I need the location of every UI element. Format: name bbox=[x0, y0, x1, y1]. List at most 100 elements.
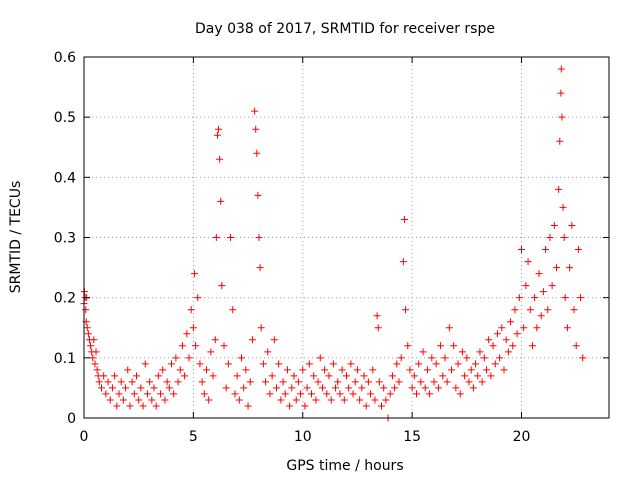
data-point bbox=[83, 324, 91, 332]
data-point bbox=[430, 378, 438, 386]
data-point bbox=[203, 366, 210, 374]
data-point bbox=[400, 215, 408, 223]
data-point bbox=[157, 390, 165, 398]
data-point bbox=[548, 282, 556, 290]
x-tick-label: 15 bbox=[403, 429, 421, 445]
data-point bbox=[113, 402, 121, 410]
data-point bbox=[117, 378, 125, 386]
data-point bbox=[340, 396, 348, 404]
data-point bbox=[87, 342, 95, 350]
data-point bbox=[417, 378, 425, 386]
data-point bbox=[338, 366, 346, 374]
data-point bbox=[148, 396, 156, 404]
data-point bbox=[367, 390, 375, 398]
data-point bbox=[496, 354, 504, 362]
data-point bbox=[176, 366, 184, 374]
data-point bbox=[364, 378, 372, 386]
data-point bbox=[283, 366, 291, 374]
data-point bbox=[108, 384, 116, 392]
data-point bbox=[181, 372, 189, 380]
data-point bbox=[124, 366, 132, 374]
data-point bbox=[152, 402, 160, 410]
data-point bbox=[577, 294, 585, 302]
data-point bbox=[437, 342, 445, 350]
data-point bbox=[281, 390, 289, 398]
x-tick-label: 10 bbox=[294, 429, 312, 445]
data-point bbox=[135, 396, 143, 404]
data-point bbox=[539, 288, 547, 296]
plot-frame bbox=[83, 56, 610, 419]
y-tick-label: 0.3 bbox=[54, 231, 76, 247]
data-point bbox=[266, 390, 274, 398]
data-point bbox=[294, 378, 302, 386]
data-point bbox=[251, 107, 259, 115]
x-axis-label: GPS time / hours bbox=[286, 458, 403, 474]
data-point bbox=[526, 306, 534, 314]
data-point bbox=[238, 354, 245, 362]
data-point bbox=[329, 360, 337, 368]
data-point bbox=[334, 378, 342, 386]
data-point bbox=[130, 390, 138, 398]
data-point bbox=[395, 378, 403, 386]
data-point bbox=[143, 390, 151, 398]
data-point bbox=[345, 384, 353, 392]
data-point bbox=[491, 360, 499, 368]
data-point bbox=[439, 372, 447, 380]
data-point bbox=[509, 342, 517, 350]
data-point bbox=[220, 342, 228, 350]
data-point bbox=[559, 203, 567, 211]
data-point bbox=[445, 324, 453, 332]
data-point bbox=[500, 366, 508, 374]
data-point bbox=[415, 360, 423, 368]
data-point bbox=[190, 270, 198, 278]
data-point bbox=[98, 384, 105, 392]
data-point bbox=[426, 390, 434, 398]
data-point bbox=[568, 221, 576, 229]
data-point bbox=[563, 324, 571, 332]
data-point bbox=[82, 306, 90, 314]
data-point bbox=[229, 306, 237, 314]
data-point bbox=[93, 366, 101, 374]
data-point bbox=[360, 372, 368, 380]
data-point bbox=[441, 354, 449, 362]
data-point bbox=[463, 354, 471, 362]
data-point bbox=[133, 372, 140, 380]
data-point bbox=[244, 402, 252, 410]
data-point bbox=[456, 390, 464, 398]
data-point bbox=[100, 372, 108, 380]
data-point bbox=[557, 89, 565, 97]
data-point bbox=[215, 125, 223, 133]
data-point bbox=[218, 282, 226, 290]
data-point bbox=[216, 155, 224, 163]
data-point bbox=[178, 342, 186, 350]
data-point bbox=[314, 378, 322, 386]
data-point bbox=[288, 384, 296, 392]
data-point bbox=[391, 384, 399, 392]
data-point bbox=[92, 348, 100, 356]
data-point bbox=[122, 384, 130, 392]
data-point bbox=[89, 354, 97, 362]
data-point bbox=[240, 384, 248, 392]
data-point bbox=[231, 390, 239, 398]
data-point bbox=[257, 324, 265, 332]
data-point bbox=[254, 191, 262, 199]
axis-ticks: 0 0.1 0.2 0.3 0.4 0.5 0.6 0 5 10 15 20 bbox=[54, 50, 609, 445]
data-point bbox=[572, 342, 580, 350]
data-point bbox=[550, 221, 558, 229]
data-point bbox=[535, 270, 543, 278]
data-point bbox=[474, 372, 482, 380]
data-point bbox=[461, 372, 469, 380]
data-point bbox=[205, 396, 213, 404]
data-point bbox=[252, 125, 260, 133]
y-axis-label: SRMTID / TECUs bbox=[8, 181, 24, 294]
data-point bbox=[170, 390, 178, 398]
y-tick-label: 0.4 bbox=[54, 170, 76, 186]
data-point bbox=[194, 294, 202, 302]
data-point bbox=[290, 372, 298, 380]
data-point bbox=[402, 306, 410, 314]
data-point bbox=[556, 137, 564, 145]
data-point bbox=[268, 372, 276, 380]
x-tick-label: 5 bbox=[189, 429, 198, 445]
data-point bbox=[493, 330, 501, 338]
data-point bbox=[262, 378, 270, 386]
